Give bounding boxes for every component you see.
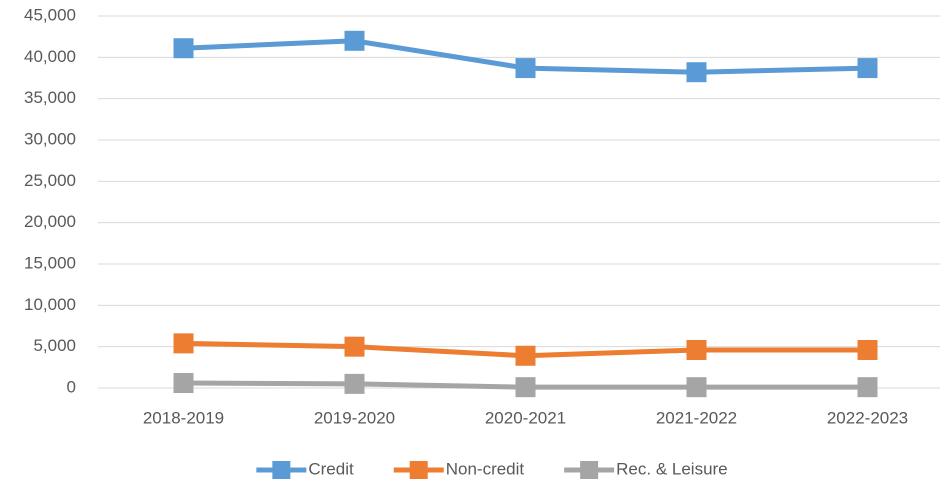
legend-label: Credit: [308, 459, 354, 478]
x-tick-label: 2019-2020: [314, 408, 395, 427]
y-tick-label: 20,000: [24, 212, 76, 231]
x-tick-label: 2020-2021: [485, 408, 566, 427]
data-marker: [857, 339, 878, 360]
data-marker: [173, 38, 194, 59]
y-tick-label: 0: [67, 377, 76, 396]
data-marker: [173, 333, 194, 354]
data-marker: [173, 373, 194, 394]
x-tick-label: 2022-2023: [827, 408, 908, 427]
data-marker: [515, 377, 536, 398]
legend-marker: [580, 461, 599, 479]
data-marker: [344, 373, 365, 394]
data-marker: [344, 336, 365, 357]
legend-label: Rec. & Leisure: [616, 459, 728, 478]
y-tick-label: 10,000: [24, 295, 76, 314]
data-marker: [344, 30, 365, 51]
data-marker: [857, 58, 878, 79]
y-tick-label: 35,000: [24, 88, 76, 107]
y-tick-label: 30,000: [24, 129, 76, 148]
y-tick-label: 45,000: [24, 5, 76, 24]
legend-marker: [409, 461, 428, 479]
y-tick-label: 5,000: [33, 336, 76, 355]
data-marker: [686, 377, 707, 398]
data-marker: [515, 58, 536, 79]
x-tick-label: 2021-2022: [656, 408, 737, 427]
y-tick-label: 25,000: [24, 171, 76, 190]
legend-label: Non-credit: [446, 459, 525, 478]
data-marker: [515, 345, 536, 366]
y-tick-label: 40,000: [24, 47, 76, 66]
data-marker: [857, 377, 878, 398]
data-marker: [686, 339, 707, 360]
x-tick-label: 2018-2019: [143, 408, 224, 427]
data-marker: [686, 62, 707, 83]
y-tick-label: 15,000: [24, 253, 76, 272]
legend-marker: [272, 461, 291, 479]
